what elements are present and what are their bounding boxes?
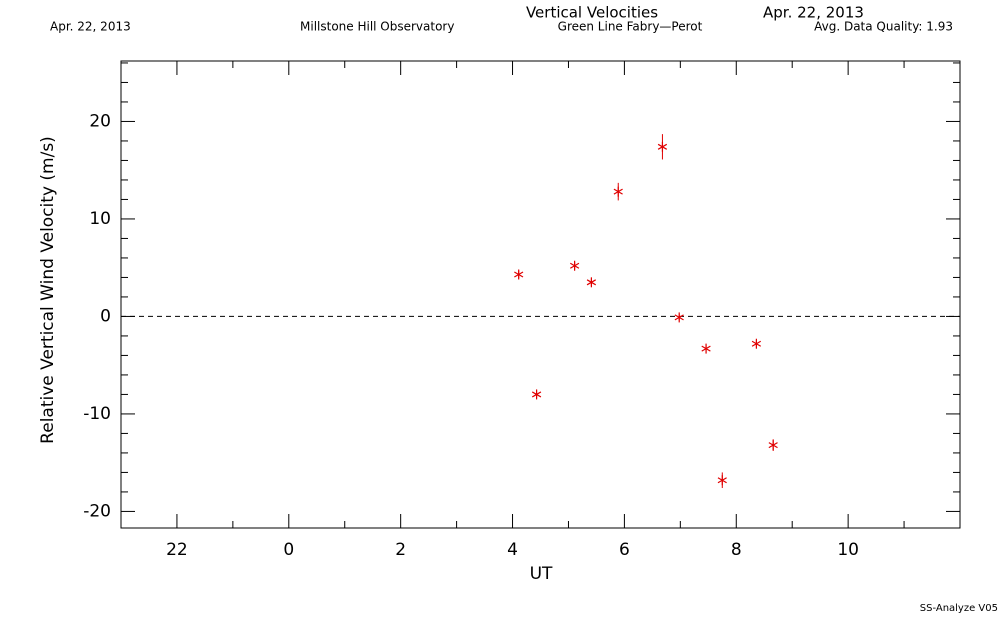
x-tick-label: 8 [731, 540, 742, 560]
observatory: Millstone Hill Observatory [300, 20, 454, 34]
y-tick-label: 10 [89, 209, 111, 229]
x-axis-label: UT [530, 564, 553, 584]
y-tick-label: 0 [100, 306, 111, 326]
x-tick-label: 22 [166, 540, 188, 560]
x-tick-label: 6 [619, 540, 630, 560]
point [569, 260, 580, 271]
x-tick-label: 4 [507, 540, 518, 560]
marker-stroke [657, 143, 668, 150]
date-right: Apr. 22, 2013 [763, 4, 864, 22]
marker-stroke [751, 340, 762, 347]
point [717, 475, 727, 486]
point [701, 343, 711, 354]
chart-title: Vertical Velocities [526, 4, 658, 22]
date-left: Apr. 22, 2013 [50, 20, 131, 34]
marker-stroke [569, 262, 580, 269]
point [531, 389, 542, 400]
chart-subtitle: Green Line Fabry—Perot [558, 20, 703, 34]
point [613, 186, 623, 197]
marker-stroke [717, 477, 727, 484]
point [514, 269, 524, 280]
marker-stroke [674, 314, 684, 321]
x-tick-label: 2 [395, 540, 406, 560]
marker-stroke [586, 279, 597, 286]
marker-stroke [701, 345, 711, 352]
point [657, 141, 668, 152]
marker-stroke [531, 391, 542, 398]
y-axis-label: Relative Vertical Wind Velocity (m/s) [38, 136, 58, 444]
plot-frame [120, 60, 961, 529]
point [751, 338, 762, 349]
y-tick-label: -20 [83, 501, 111, 521]
marker-stroke [768, 442, 778, 449]
marker-stroke [514, 271, 524, 278]
point [586, 277, 597, 288]
point [674, 312, 684, 323]
x-tick-label: 10 [837, 540, 859, 560]
point [768, 440, 778, 451]
footer: SS-Analyze V05 [920, 603, 998, 614]
y-tick-label: -10 [83, 404, 111, 424]
y-tick-label: 20 [89, 111, 111, 131]
quality: Avg. Data Quality: 1.93 [814, 20, 953, 34]
x-tick-label: 0 [283, 540, 294, 560]
marker-stroke [613, 188, 623, 195]
